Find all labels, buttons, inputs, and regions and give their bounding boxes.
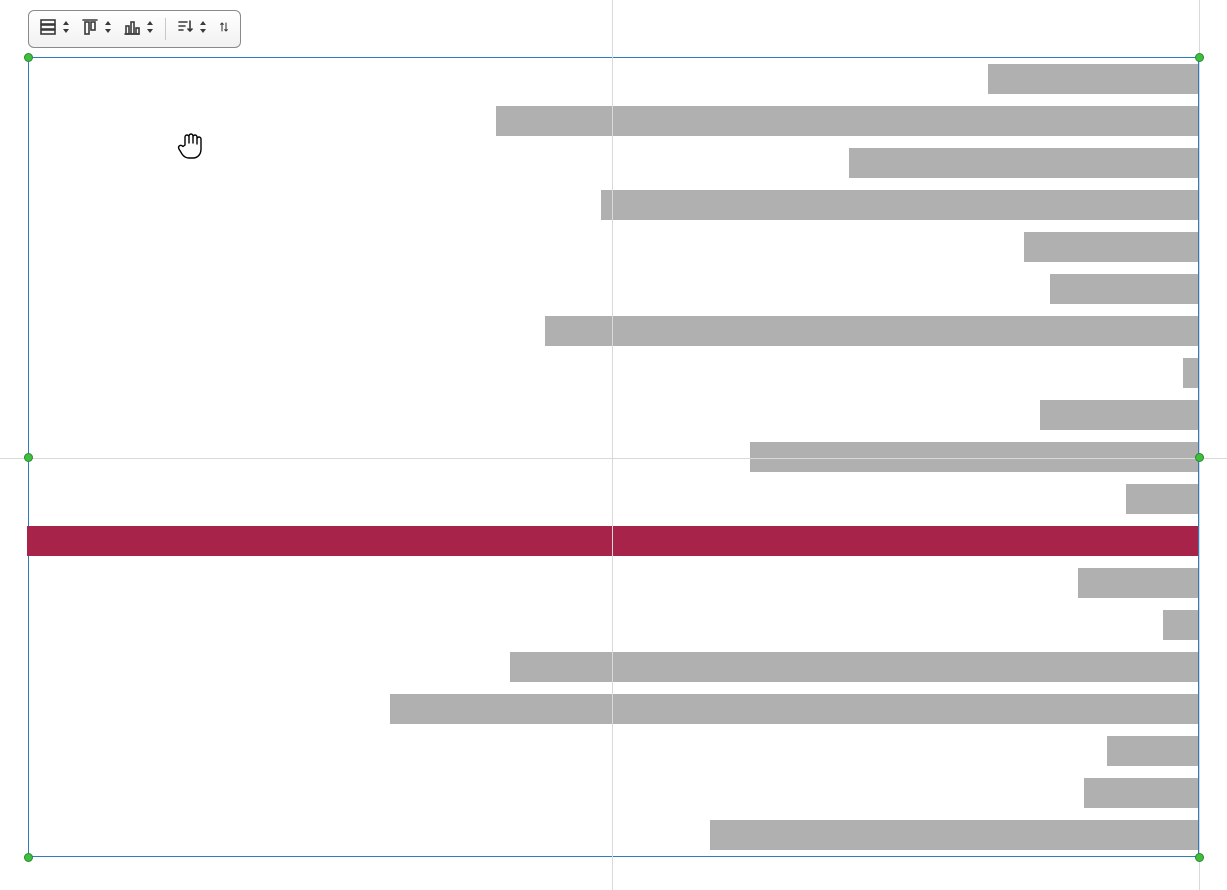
bar[interactable] (601, 190, 1198, 220)
align-top-icon (81, 18, 99, 41)
bar[interactable] (545, 316, 1198, 346)
bar-row[interactable] (29, 400, 1198, 430)
swap-tool[interactable] (214, 16, 234, 42)
canvas (0, 0, 1227, 890)
bar[interactable] (1163, 610, 1198, 640)
toolbar-separator (165, 18, 166, 40)
updown-arrows-icon (57, 20, 71, 39)
bar-row[interactable] (29, 778, 1198, 808)
bar-row[interactable] (29, 736, 1198, 766)
selection-handle-mr[interactable] (1195, 453, 1204, 462)
bar[interactable] (1078, 568, 1198, 598)
chart-toolbar (28, 10, 241, 48)
selection-handle-br[interactable] (1195, 853, 1204, 862)
bar-chart-tool[interactable] (119, 16, 159, 42)
bar-row[interactable] (29, 106, 1198, 136)
updown-arrows-icon (99, 20, 113, 39)
bar[interactable] (988, 64, 1198, 94)
bar-row[interactable] (29, 316, 1198, 346)
grid-line-horizontal (0, 458, 1227, 459)
bar-row[interactable] (29, 568, 1198, 598)
selection-handle-ml[interactable] (24, 453, 33, 462)
grid-line-vertical (1199, 0, 1200, 890)
bar[interactable] (1050, 274, 1198, 304)
align-top-tool[interactable] (77, 16, 117, 42)
bar[interactable] (1084, 778, 1198, 808)
sort-tool[interactable] (172, 16, 212, 42)
bar[interactable] (750, 442, 1198, 472)
bar-row[interactable] (29, 442, 1198, 472)
bar[interactable] (1126, 484, 1198, 514)
selection-handle-tr[interactable] (1195, 53, 1204, 62)
bar[interactable] (710, 820, 1198, 850)
updown-arrows-icon (194, 20, 208, 39)
bar-row[interactable] (29, 64, 1198, 94)
bar-row[interactable] (29, 358, 1198, 388)
bar-row[interactable] (29, 148, 1198, 178)
sort-icon (176, 18, 194, 41)
swap-icon (218, 18, 230, 41)
bar-row[interactable] (29, 232, 1198, 262)
bar-row[interactable] (29, 820, 1198, 850)
rows-icon (39, 18, 57, 41)
chart-selection-frame[interactable] (28, 57, 1199, 857)
selection-handle-bl[interactable] (24, 853, 33, 862)
updown-arrows-icon (141, 20, 155, 39)
grid-line-vertical (612, 0, 613, 890)
bar-row[interactable] (29, 526, 1198, 556)
bar-row[interactable] (29, 610, 1198, 640)
bar[interactable] (849, 148, 1198, 178)
bar[interactable] (1040, 400, 1198, 430)
bar[interactable] (510, 652, 1198, 682)
bar[interactable] (390, 694, 1198, 724)
bar-row[interactable] (29, 190, 1198, 220)
bar-row[interactable] (29, 274, 1198, 304)
bar[interactable] (1024, 232, 1198, 262)
bar-row[interactable] (29, 652, 1198, 682)
bar-row[interactable] (29, 694, 1198, 724)
selection-handle-tl[interactable] (24, 53, 33, 62)
bar-row[interactable] (29, 484, 1198, 514)
rows-tool[interactable] (35, 16, 75, 42)
bar-chart-icon (123, 18, 141, 41)
bar[interactable] (1183, 358, 1198, 388)
bar[interactable] (496, 106, 1198, 136)
bar[interactable] (1107, 736, 1198, 766)
